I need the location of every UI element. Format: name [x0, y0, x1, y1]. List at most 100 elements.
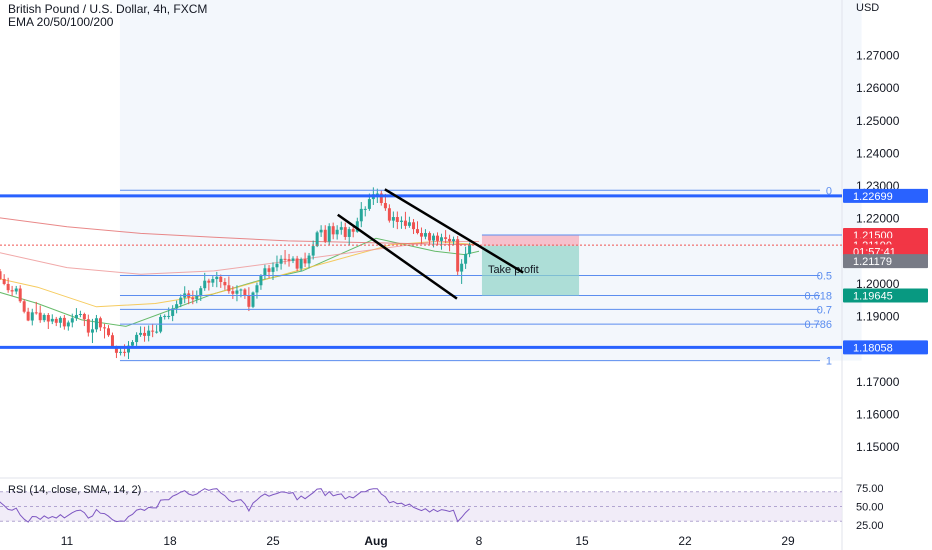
currency-label: USD	[856, 2, 880, 14]
candle-body	[367, 199, 371, 209]
chart-background	[0, 0, 862, 550]
price-tick-label: 1.19000	[856, 310, 900, 324]
ema200-line	[0, 217, 480, 246]
take-profit-zone	[481, 245, 580, 296]
candle-body	[387, 208, 391, 221]
candle-body	[271, 267, 275, 272]
fib-level-label: 0.786	[804, 319, 832, 331]
candle-body	[139, 332, 143, 335]
indicator-title: EMA 20/50/100/200	[8, 15, 114, 29]
candle-body	[351, 229, 355, 232]
price-badge	[843, 254, 928, 269]
candle-body	[0, 271, 2, 280]
fib-level-label: 0.5	[817, 270, 832, 282]
candle-body	[403, 220, 407, 226]
rsi-line	[0, 488, 470, 523]
candle-body	[251, 292, 255, 307]
candle-body	[412, 222, 416, 230]
candle-body	[151, 330, 155, 332]
candle-body	[98, 318, 102, 328]
candle-body	[319, 229, 323, 233]
candle-body	[331, 226, 335, 235]
channel-lower-line	[337, 213, 458, 300]
price-badge-label: 1.22699	[853, 191, 893, 203]
candle-body	[311, 246, 315, 256]
candle-body	[327, 226, 331, 242]
candle-body	[255, 285, 259, 293]
price-tick-label: 1.20000	[856, 277, 900, 291]
candle-body	[375, 193, 379, 195]
candle-body	[283, 258, 287, 260]
candle-body	[315, 232, 319, 247]
fib-level-label: 0	[826, 185, 832, 197]
candle-body	[279, 258, 283, 264]
price-tick-label: 1.16000	[856, 408, 900, 422]
candle-body	[223, 282, 227, 286]
candle-body	[6, 283, 10, 291]
candle-body	[82, 313, 86, 320]
ema-lines	[0, 217, 480, 327]
candle-body	[323, 229, 327, 242]
candle-body	[343, 227, 347, 237]
candle-body	[215, 276, 219, 280]
price-badge	[843, 340, 928, 355]
price-tick-label: 1.15000	[856, 440, 900, 454]
candle-body	[22, 301, 26, 312]
fib-level-label: 0.7	[817, 304, 832, 316]
time-axis: 11 18 25 Aug 8 15 22 29	[61, 534, 795, 548]
candle-body	[155, 331, 159, 333]
rsi-tick-label: 75.00	[856, 483, 884, 495]
price-badge-label: 1.18058	[853, 342, 893, 354]
fib-level-label: 1	[826, 356, 832, 368]
candle-body	[275, 263, 279, 268]
candle-body	[399, 220, 403, 222]
candle-body	[295, 258, 299, 269]
candle-body	[199, 288, 203, 297]
time-tick-label: 29	[781, 534, 795, 548]
candle-body	[90, 329, 94, 333]
candle-body	[363, 208, 367, 210]
candle-body	[26, 311, 30, 321]
time-tick-label: 22	[678, 534, 692, 548]
candle-body	[66, 322, 70, 327]
price-tick-label: 1.26000	[856, 81, 900, 95]
candle-body	[167, 315, 171, 317]
candle-body	[211, 279, 215, 283]
candle-body	[456, 239, 460, 272]
candle-body	[78, 313, 82, 315]
candle-body	[379, 193, 383, 204]
candle-body	[135, 334, 139, 343]
candle-body	[395, 217, 399, 222]
price-tick-label: 1.25000	[856, 114, 900, 128]
candle-body	[444, 237, 448, 239]
candle-body	[263, 268, 267, 276]
symbol-title: British Pound / U.S. Dollar, 4h, FXCM	[8, 2, 208, 16]
candles	[0, 187, 472, 360]
candle-body	[34, 312, 38, 314]
candle-body	[423, 233, 427, 237]
stop-loss-zone	[481, 235, 580, 246]
candle-body	[267, 268, 271, 272]
candle-body	[147, 330, 151, 336]
candle-body	[103, 327, 107, 329]
candle-body	[287, 259, 291, 261]
candle-body	[452, 239, 456, 242]
candle-body	[439, 237, 443, 241]
candle-body	[38, 312, 42, 321]
candle-body	[299, 259, 303, 269]
candle-body	[50, 318, 54, 322]
candle-body	[130, 342, 134, 346]
candle-body	[143, 332, 147, 336]
candle-body	[70, 318, 74, 323]
rsi-tick-label: 25.00	[856, 520, 884, 532]
candle-body	[243, 289, 247, 296]
candle-body	[179, 297, 183, 305]
candle-body	[42, 314, 46, 321]
candle-body	[203, 280, 207, 289]
candle-body	[391, 217, 395, 221]
candle-body	[419, 233, 423, 237]
candle-body	[428, 233, 432, 241]
candle-body	[227, 285, 231, 292]
